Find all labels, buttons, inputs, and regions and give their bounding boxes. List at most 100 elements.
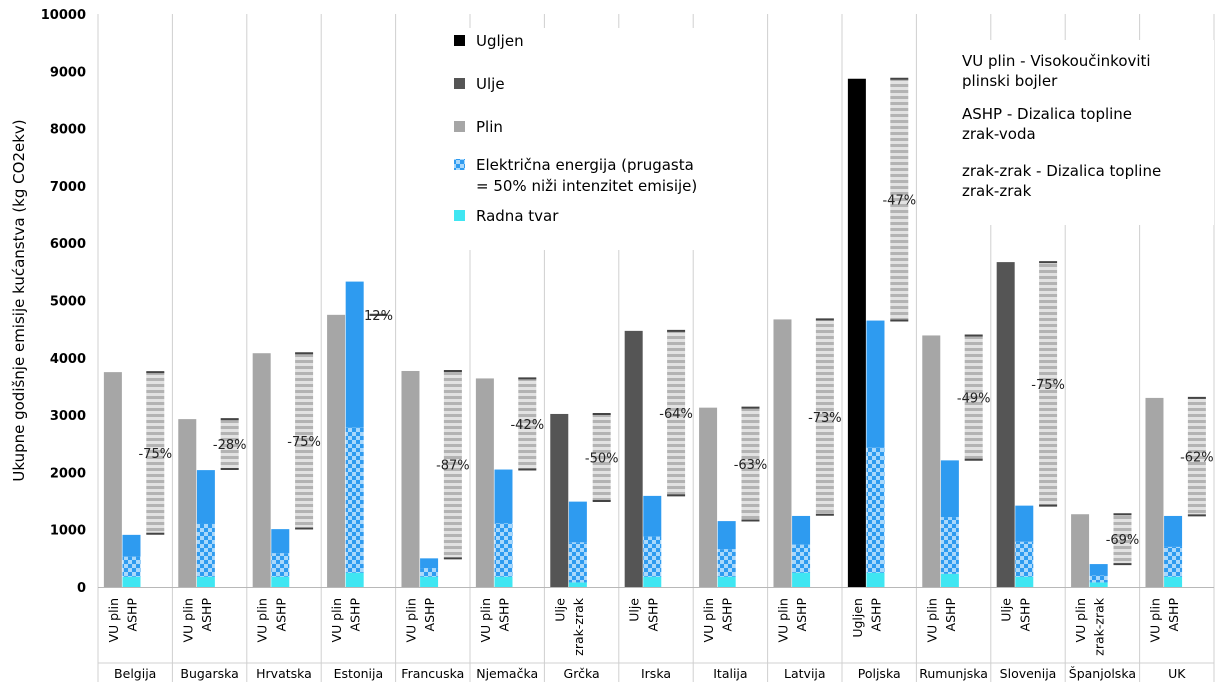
electricity-low-segment: [792, 544, 811, 573]
fuel-bar: [252, 353, 271, 587]
fuel-bar: [1145, 397, 1164, 587]
fuel-category-label: Ulje: [999, 598, 1014, 622]
change-label: -75%: [138, 447, 172, 462]
fuel-category-label: VU plin: [255, 598, 270, 642]
refrigerant-segment: [717, 576, 736, 587]
fuel-bar: [1071, 514, 1090, 587]
heat-pump-category-label: ASHP: [348, 598, 363, 632]
country-label: Slovenija: [1000, 666, 1057, 681]
electricity-low-segment: [196, 523, 215, 577]
heat-pump-category-label: zrak-zrak: [571, 597, 586, 655]
electricity-segment: [122, 534, 141, 557]
electricity-low-segment: [1164, 546, 1183, 577]
abbreviation-note: zrak-zrak - Dizalica topline: [962, 162, 1161, 180]
fuel-category-label: Ulje: [627, 598, 642, 622]
fuel-bar: [773, 319, 792, 587]
electricity-low-segment: [940, 517, 959, 574]
electricity-low-segment: [122, 556, 141, 577]
legend-box: [444, 28, 744, 250]
y-tick-label: 6000: [50, 237, 86, 252]
electricity-segment: [345, 281, 364, 428]
legend-swatch: [454, 159, 465, 170]
country-label: Latvija: [784, 666, 826, 681]
change-label: -69%: [1106, 533, 1140, 548]
heat-pump-category-label: ASHP: [645, 598, 660, 632]
y-tick-label: 5000: [50, 295, 86, 310]
electricity-segment: [1015, 505, 1034, 542]
change-label: -50%: [585, 452, 619, 467]
electricity-segment: [196, 470, 215, 524]
fuel-bar: [550, 413, 569, 587]
refrigerant-segment: [1015, 576, 1034, 587]
legend-label: Električna energija (prugasta: [476, 156, 694, 174]
country-label: Poljska: [858, 666, 901, 681]
country-label: Estonija: [334, 666, 384, 681]
legend-label: Ugljen: [476, 32, 524, 50]
legend-swatch: [454, 35, 465, 46]
refrigerant-segment: [271, 576, 290, 587]
refrigerant-segment: [196, 576, 215, 587]
change-label: -42%: [510, 418, 544, 433]
fuel-category-label: VU plin: [403, 598, 418, 642]
country-label: UK: [1168, 666, 1186, 681]
change-bar: [1187, 397, 1206, 516]
electricity-segment: [792, 515, 811, 545]
fuel-category-label: VU plin: [1073, 598, 1088, 642]
y-tick-label: 0: [77, 581, 86, 596]
y-tick-label: 3000: [50, 409, 86, 424]
legend-swatch: [454, 78, 465, 89]
change-bar: [443, 370, 462, 559]
electricity-low-segment: [866, 447, 885, 573]
change-bar: [741, 407, 760, 521]
refrigerant-segment: [866, 572, 885, 587]
heat-pump-category-label: zrak-zrak: [1092, 597, 1107, 655]
change-bar: [890, 78, 909, 321]
fuel-category-label: VU plin: [1147, 598, 1162, 642]
change-bar: [146, 372, 165, 534]
y-tick-label: 1000: [50, 524, 86, 539]
electricity-segment: [717, 521, 736, 550]
change-label: -63%: [734, 458, 768, 473]
country-label: Grčka: [564, 666, 600, 681]
legend-swatch: [454, 121, 465, 132]
abbreviation-note: zrak-zrak: [962, 182, 1032, 200]
fuel-bar: [178, 419, 197, 587]
heat-pump-category-label: ASHP: [868, 598, 883, 632]
country-label: Hrvatska: [256, 666, 312, 681]
fuel-bar: [327, 314, 346, 587]
country-label: Irska: [641, 666, 671, 681]
change-bar: [220, 419, 239, 469]
fuel-category-label: VU plin: [775, 598, 790, 642]
fuel-bar: [847, 78, 866, 588]
change-label: -75%: [287, 435, 321, 450]
fuel-bar: [624, 330, 643, 587]
electricity-low-segment: [1015, 541, 1034, 577]
heat-pump-category-label: ASHP: [943, 598, 958, 632]
heat-pump-category-label: ASHP: [496, 598, 511, 632]
fuel-category-label: VU plin: [106, 598, 121, 642]
change-bar: [295, 353, 314, 529]
change-label: -73%: [808, 411, 842, 426]
change-bar: [1039, 262, 1058, 506]
fuel-bar: [103, 372, 122, 587]
heat-pump-category-label: ASHP: [124, 598, 139, 632]
legend-label: = 50% niži intenzitet emisije): [476, 177, 697, 195]
legend-label: Ulje: [476, 75, 505, 93]
electricity-low-segment: [643, 536, 662, 577]
change-label: -49%: [957, 392, 991, 407]
country-label: Njemačka: [476, 666, 538, 681]
change-bar: [964, 335, 983, 460]
country-label: Bugarska: [180, 666, 238, 681]
change-bar: [815, 319, 834, 515]
change-bar: [592, 413, 611, 502]
refrigerant-segment: [345, 572, 364, 587]
change-label: -62%: [1180, 451, 1214, 466]
y-tick-label: 7000: [50, 180, 86, 195]
abbreviation-note: ASHP - Dizalica topline: [962, 105, 1132, 123]
fuel-bar: [996, 262, 1015, 587]
country-label: Rumunjska: [919, 666, 988, 681]
refrigerant-segment: [792, 572, 811, 587]
abbreviation-note: zrak-voda: [962, 125, 1036, 143]
electricity-low-segment: [345, 427, 364, 573]
refrigerant-segment: [1164, 576, 1183, 587]
